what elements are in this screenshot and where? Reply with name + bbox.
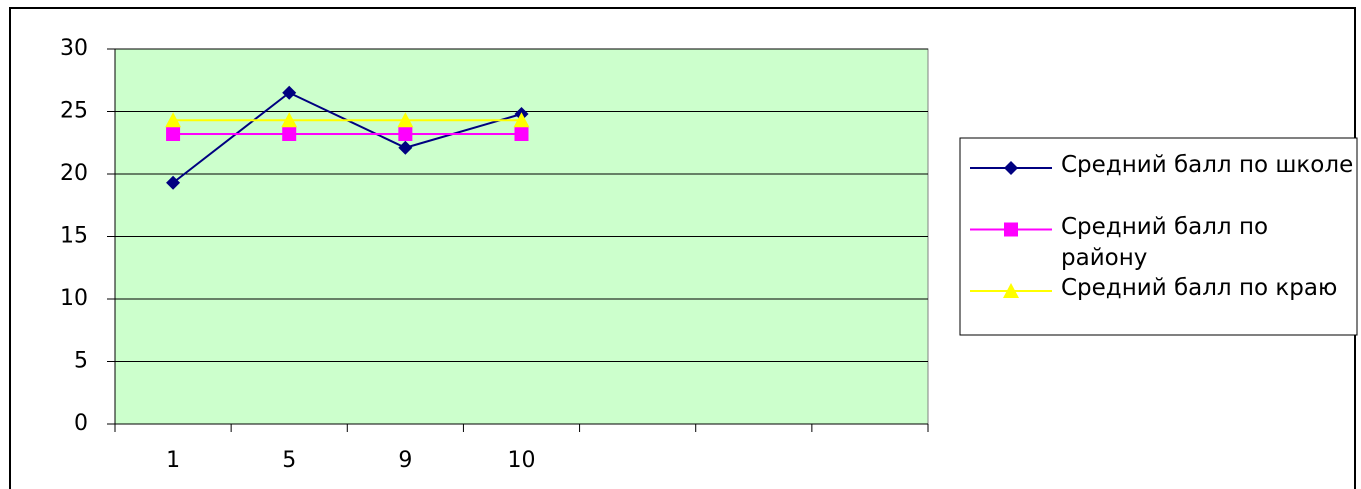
- marker: [1004, 222, 1018, 237]
- legend-label: Средний балл по району: [1061, 213, 1269, 271]
- x-tick-label: 10: [508, 448, 536, 473]
- legend-label: Средний балл по школе: [1061, 152, 1354, 178]
- marker: [281, 112, 298, 128]
- y-tick-label: 15: [60, 224, 88, 249]
- marker: [282, 127, 297, 141]
- legend-box: [959, 137, 1358, 336]
- marker: [397, 112, 414, 128]
- marker: [1003, 283, 1019, 298]
- y-tick-label: 0: [74, 411, 88, 436]
- marker: [513, 112, 530, 128]
- marker: [166, 127, 181, 141]
- marker: [282, 85, 297, 100]
- y-tick-label: 30: [60, 36, 88, 61]
- marker: [1004, 161, 1018, 175]
- x-tick-label: 9: [398, 448, 412, 473]
- y-tick-label: 5: [74, 349, 88, 374]
- y-tick-label: 25: [60, 99, 88, 124]
- marker: [398, 127, 413, 141]
- x-tick-label: 5: [282, 448, 296, 473]
- marker: [398, 140, 413, 155]
- marker: [166, 175, 181, 190]
- marker: [165, 112, 182, 128]
- legend-label: Средний балл по краю: [1061, 275, 1338, 301]
- y-tick-label: 20: [60, 161, 88, 186]
- x-tick-label: 1: [166, 448, 180, 473]
- marker: [514, 127, 529, 141]
- y-tick-label: 10: [60, 286, 88, 311]
